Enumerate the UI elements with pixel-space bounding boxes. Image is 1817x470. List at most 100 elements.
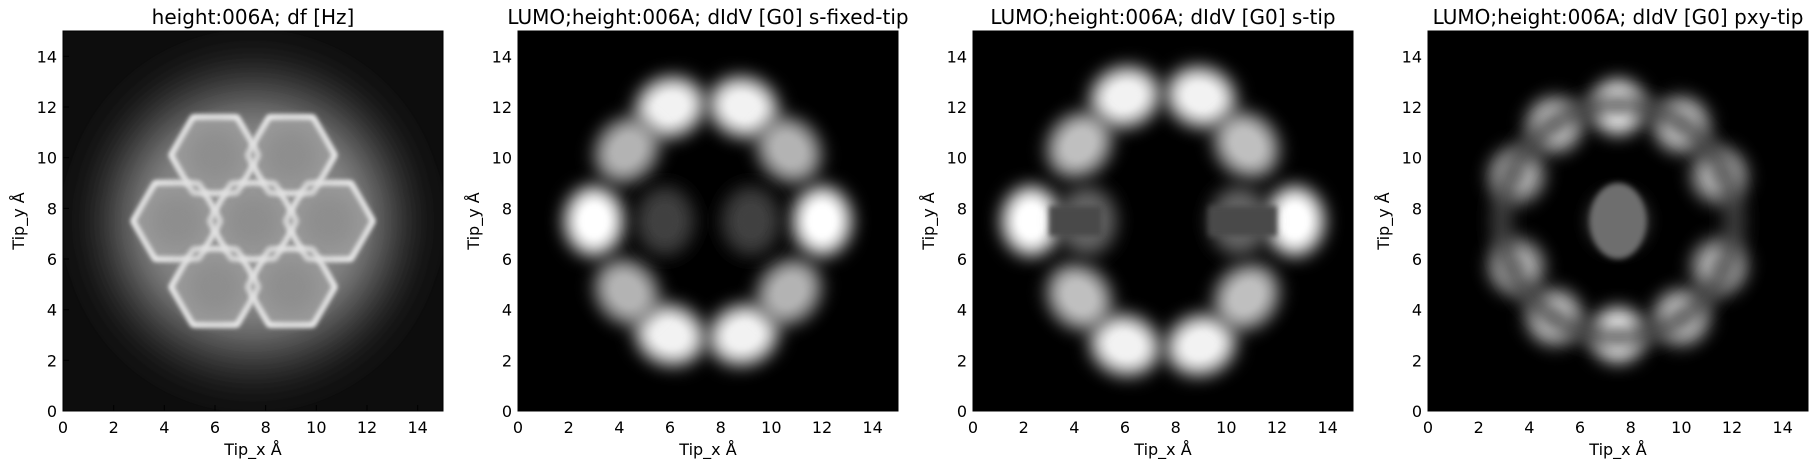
lobe-core (728, 321, 759, 349)
x-tick-label: 0 (513, 418, 523, 437)
lobe-core (1109, 83, 1141, 111)
y-tick: 0 (502, 402, 524, 421)
y-tick: 10 (947, 149, 979, 168)
hexagon-edge-core (246, 116, 336, 194)
x-tick: 10 (306, 405, 327, 437)
x-axis-label: Tip_x Å (1133, 440, 1191, 460)
y-tick-label: 4 (47, 301, 57, 320)
y-tick-label: 4 (502, 301, 512, 320)
y-tick-label: 0 (47, 402, 57, 421)
x-tick-label: 12 (1722, 418, 1742, 437)
y-tick-label: 12 (1402, 98, 1422, 117)
x-tick: 0 (513, 405, 523, 437)
x-tick: 2 (1019, 405, 1029, 437)
y-tick: 4 (502, 301, 524, 320)
y-tick: 6 (47, 250, 69, 269)
y-tick: 2 (502, 351, 524, 370)
x-tick: 14 (1317, 405, 1338, 437)
lobe-core (1185, 331, 1217, 359)
y-tick-label: 0 (957, 402, 967, 421)
ring-interior (301, 193, 357, 249)
y-tick: 10 (492, 149, 524, 168)
x-tick: 12 (1267, 405, 1287, 437)
lobe-core (654, 93, 686, 121)
x-ticks: 0 2 4 6 8 10 12 14 (968, 405, 1338, 437)
ring-interior (187, 127, 243, 183)
y-tick: 14 (492, 47, 524, 66)
x-tick-label: 6 (1120, 418, 1130, 437)
x-tick-label: 8 (1626, 418, 1636, 437)
y-tick: 12 (1402, 98, 1434, 117)
heatmap-image (973, 31, 1353, 411)
heatmap-image (1428, 31, 1808, 411)
heatmap-image (518, 31, 898, 411)
x-tick-label: 14 (1772, 418, 1792, 437)
x-tick-label: 4 (1069, 418, 1079, 437)
x-tick-label: 12 (357, 418, 377, 437)
hexagon-edge-core (208, 182, 298, 260)
x-tick: 14 (1772, 405, 1793, 437)
hexagon-edge-core (246, 248, 336, 326)
lobe-core (1232, 282, 1261, 312)
y-tick-label: 2 (47, 351, 57, 370)
y-tick-label: 14 (492, 47, 512, 66)
x-tick-label: 4 (1524, 418, 1534, 437)
chart-title: LUMO;height:006A; dIdV [G0] s-tip (990, 5, 1335, 29)
y-tick-label: 12 (37, 98, 57, 117)
y-tick-label: 10 (492, 149, 512, 168)
x-tick: 4 (614, 405, 624, 437)
lobe-core (774, 277, 804, 307)
lobe-core (651, 205, 679, 237)
x-tick-label: 14 (407, 418, 427, 437)
x-tick-label: 14 (1317, 418, 1337, 437)
lobe-core (612, 135, 642, 165)
lobe-core (1065, 282, 1094, 312)
y-axis-label: Tip_y Å (9, 192, 29, 250)
x-tick-label: 10 (306, 418, 326, 437)
x-tick-label: 0 (58, 418, 68, 437)
x-tick: 2 (109, 405, 119, 437)
panel-s-tip: LUMO;height:006A; dIdV [G0] s-tip 0 2 4 6 8 1… (919, 5, 1354, 460)
chart-title: LUMO;height:006A; dIdV [G0] s-fixed-tip (507, 5, 908, 29)
x-tick: 14 (862, 405, 883, 437)
y-axis-label: Tip_y Å (1374, 192, 1394, 250)
y-ticks: 0 2 4 6 8 10 12 14 (947, 47, 979, 421)
y-axis-label: Tip_y Å (464, 192, 484, 250)
x-ticks: 0 2 4 6 8 10 12 14 (1423, 405, 1793, 437)
x-tick: 10 (1671, 405, 1692, 437)
x-tick: 4 (1524, 405, 1534, 437)
x-tick-label: 4 (159, 418, 169, 437)
y-tick: 8 (47, 199, 69, 218)
lobe-core (1232, 130, 1261, 160)
x-tick: 2 (1474, 405, 1484, 437)
plot-frame (517, 30, 899, 412)
hexagon-edge-core (132, 182, 222, 260)
bridge (1208, 205, 1277, 237)
x-tick-label: 2 (109, 418, 119, 437)
x-tick-label: 6 (1575, 418, 1585, 437)
hexagon-edge-core (284, 182, 374, 260)
x-ticks: 0 2 4 6 8 10 12 14 (58, 405, 428, 437)
y-tick: 14 (1402, 47, 1434, 66)
x-tick: 10 (761, 405, 782, 437)
x-tick-label: 8 (261, 418, 271, 437)
x-axis-label: Tip_x Å (223, 440, 281, 460)
y-tick-label: 8 (502, 199, 512, 218)
plot-frame (972, 30, 1354, 412)
x-tick: 8 (1626, 405, 1636, 437)
x-tick-label: 2 (1019, 418, 1029, 437)
y-tick-label: 14 (1402, 47, 1422, 66)
lobe-core (1018, 205, 1045, 237)
y-tick: 0 (47, 402, 69, 421)
x-tick-label: 12 (812, 418, 832, 437)
plot-frame (62, 30, 444, 412)
x-tick: 0 (968, 405, 978, 437)
y-tick-label: 4 (957, 301, 967, 320)
nodal-line (1158, 31, 1168, 411)
chart-title: LUMO;height:006A; dIdV [G0] pxy-tip (1433, 5, 1804, 29)
lobe-core (737, 205, 765, 237)
lobe-core (808, 205, 836, 237)
y-tick-label: 10 (947, 149, 967, 168)
y-tick-label: 14 (947, 47, 967, 66)
